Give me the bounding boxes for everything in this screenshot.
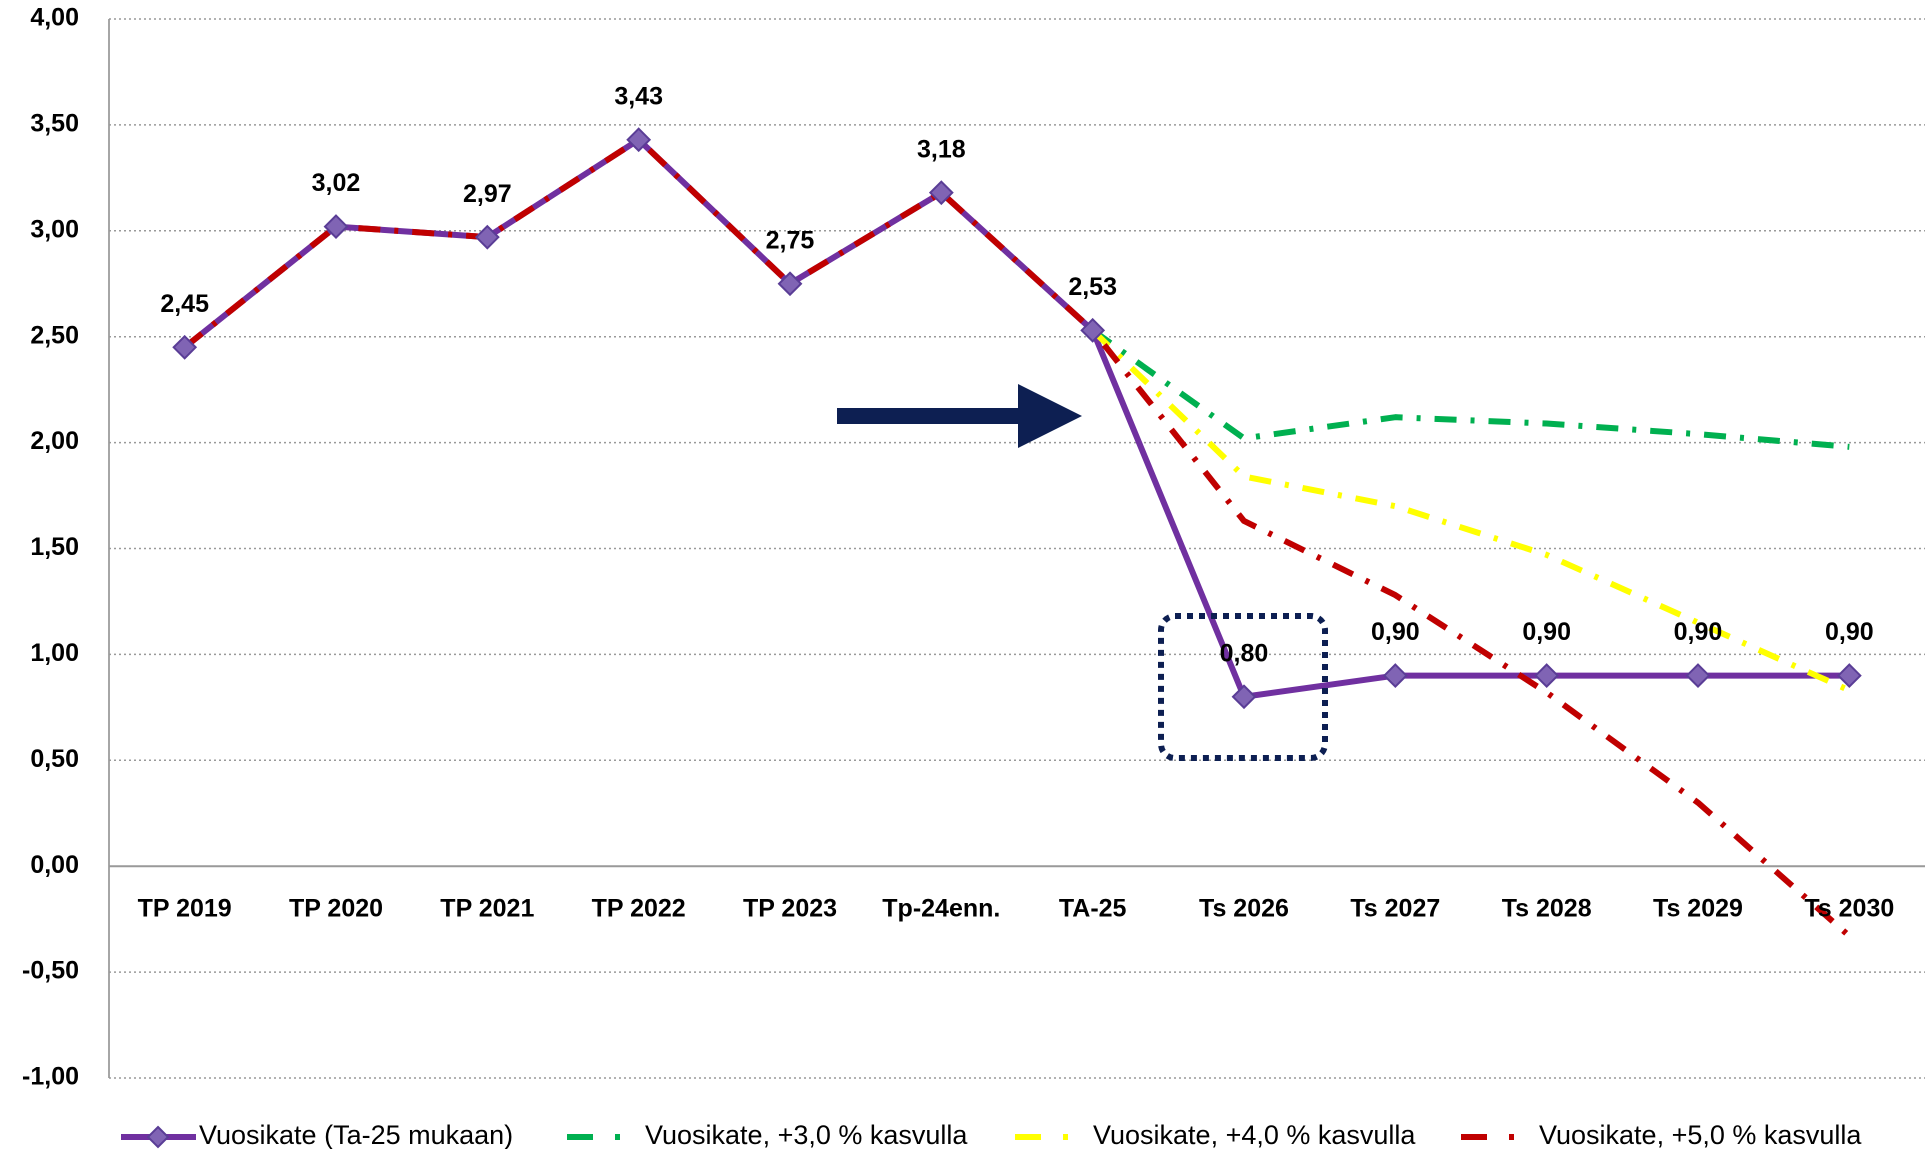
legend-label: Vuosikate, +3,0 % kasvulla [645, 1120, 968, 1149]
data-label: 2,53 [1068, 273, 1117, 301]
x-tick-label: TP 2022 [592, 895, 686, 923]
data-label: 3,02 [312, 169, 361, 197]
data-label: 2,97 [463, 180, 512, 208]
grid [108, 18, 1925, 1079]
x-tick-label: TP 2021 [440, 895, 534, 923]
series-line [182, 136, 1850, 700]
series-line [1090, 328, 1851, 694]
data-label: 2,45 [160, 290, 209, 318]
data-label: 0,90 [1825, 618, 1874, 646]
highlight-box [1158, 613, 1328, 761]
x-tick-label: TP 2023 [743, 895, 837, 923]
x-tick-label: Ts 2028 [1502, 895, 1592, 923]
point-marker [777, 271, 803, 297]
legend-marker [146, 1125, 170, 1149]
y-tick-label: -1,00 [22, 1063, 79, 1091]
x-tick-label: Ts 2027 [1350, 895, 1440, 923]
point-marker [172, 334, 198, 360]
series-line [1090, 327, 1850, 450]
data-label: 3,43 [614, 82, 663, 110]
x-tick-label: TA-25 [1059, 895, 1127, 923]
point-marker [928, 180, 954, 206]
x-tick-label: Ts 2029 [1653, 895, 1743, 923]
y-tick-label: 3,50 [30, 110, 79, 138]
data-label: 0,90 [1371, 618, 1420, 646]
y-tick-label: 0,50 [30, 745, 79, 773]
data-label: 0,90 [1522, 618, 1571, 646]
point-marker [1836, 663, 1862, 688]
point-marker [1080, 317, 1106, 343]
legend-label: Vuosikate, +4,0 % kasvulla [1093, 1120, 1416, 1149]
x-tick-label: Ts 2026 [1199, 895, 1289, 923]
y-tick-label: 1,00 [30, 639, 79, 667]
y-tick-label: 4,00 [30, 4, 79, 32]
data-label: 0,80 [1220, 639, 1269, 667]
y-tick-label: 3,00 [30, 215, 79, 243]
data-label: 2,75 [766, 226, 815, 254]
point-marker [1534, 663, 1560, 688]
legend-label: Vuosikate, +5,0 % kasvulla [1539, 1120, 1862, 1149]
data-label: 0,90 [1674, 618, 1723, 646]
point-marker [626, 127, 652, 153]
y-tick-label: 2,50 [30, 321, 79, 349]
series-line [182, 136, 1852, 939]
y-tick-label: 0,00 [30, 851, 79, 879]
plot [172, 127, 1862, 939]
point-marker [1685, 663, 1711, 688]
data-label: 3,18 [917, 135, 966, 163]
point-marker [1382, 663, 1408, 688]
point-marker [1231, 684, 1257, 710]
y-tick-label: 2,00 [30, 427, 79, 455]
point-marker [474, 224, 500, 250]
y-tick-label: 1,50 [30, 533, 79, 561]
x-tick-label: Ts 2030 [1804, 895, 1894, 923]
y-tick-label: -0,50 [22, 957, 79, 985]
x-tick-label: TP 2020 [289, 895, 383, 923]
x-tick-label: TP 2019 [138, 895, 232, 923]
x-tick-label: Tp-24enn. [882, 895, 1000, 923]
point-marker [323, 214, 349, 239]
legend-label: Vuosikate (Ta-25 mukaan) [199, 1120, 513, 1149]
